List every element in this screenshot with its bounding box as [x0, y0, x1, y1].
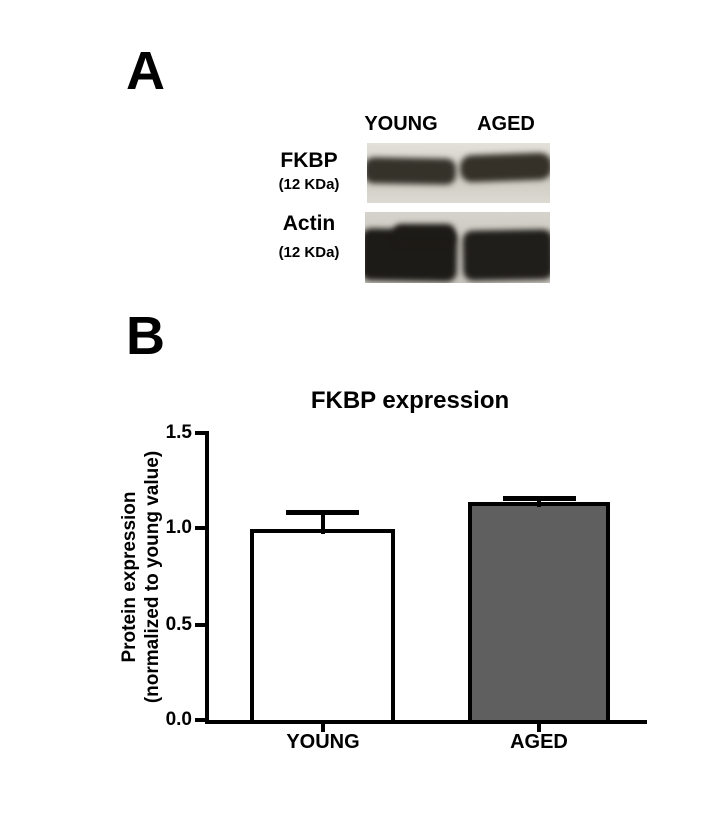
- y-tick-0-0: [195, 718, 205, 722]
- actin-band-young-lane-bump: [393, 224, 455, 244]
- x-tick-label-aged: AGED: [510, 731, 568, 753]
- x-tick-young: [321, 724, 325, 732]
- x-axis-line: [205, 720, 647, 724]
- blot-column-header-young: YOUNG: [364, 113, 438, 135]
- error-cap-aged: [502, 495, 576, 501]
- x-tick-aged: [537, 724, 541, 732]
- blot-protein-name-actin: Actin: [282, 212, 336, 235]
- blot-protein-name-fkbp: FKBP: [280, 149, 338, 172]
- error-whisker-aged: [537, 495, 541, 507]
- bar-young: [250, 529, 395, 724]
- blot-row-label-fkbp: FKBP: [239, 150, 379, 171]
- blot-row-kda-actin: (12 KDa): [239, 245, 379, 260]
- blot-kda-label-fkbp: (12 KDa): [278, 176, 340, 193]
- y-tick-label-1-0: 1.0: [165, 517, 192, 538]
- y-axis-title-line1: Protein expression: [119, 491, 141, 663]
- x-tick-label-young: YOUNG: [286, 731, 360, 753]
- western-blot-actin-image: [365, 212, 550, 283]
- error-cap-young: [286, 509, 359, 515]
- actin-band-aged-lane: [462, 229, 550, 281]
- y-axis-title-line2: (normalized to young value): [142, 450, 163, 704]
- panel-b-letter: B: [126, 306, 165, 366]
- panel-a-letter: A: [126, 41, 165, 101]
- blot-row-label-actin: Actin: [239, 213, 379, 234]
- y-tick-0-5: [195, 623, 205, 627]
- y-tick-1-5: [195, 431, 205, 435]
- blot-kda-label-actin: (12 KDa): [278, 244, 340, 261]
- y-axis-title: Protein expression (normalized to young …: [119, 412, 165, 742]
- y-axis-line: [205, 431, 209, 724]
- fkbp-band-aged-lane: [459, 152, 550, 183]
- fkbp-band-young-lane: [367, 157, 457, 185]
- y-tick-1-0: [195, 526, 205, 530]
- y-tick-label-0-5: 0.5: [165, 614, 192, 635]
- blot-row-kda-fkbp: (12 KDa): [239, 177, 379, 192]
- y-tick-label-0-0: 0.0: [165, 709, 192, 730]
- western-blot-fkbp-image: [367, 143, 550, 203]
- chart-title: FKBP expression: [310, 387, 510, 414]
- bar-aged: [468, 501, 610, 724]
- blot-column-header-aged: AGED: [477, 113, 535, 135]
- error-whisker-young: [320, 509, 325, 534]
- y-tick-label-1-5: 1.5: [165, 422, 192, 443]
